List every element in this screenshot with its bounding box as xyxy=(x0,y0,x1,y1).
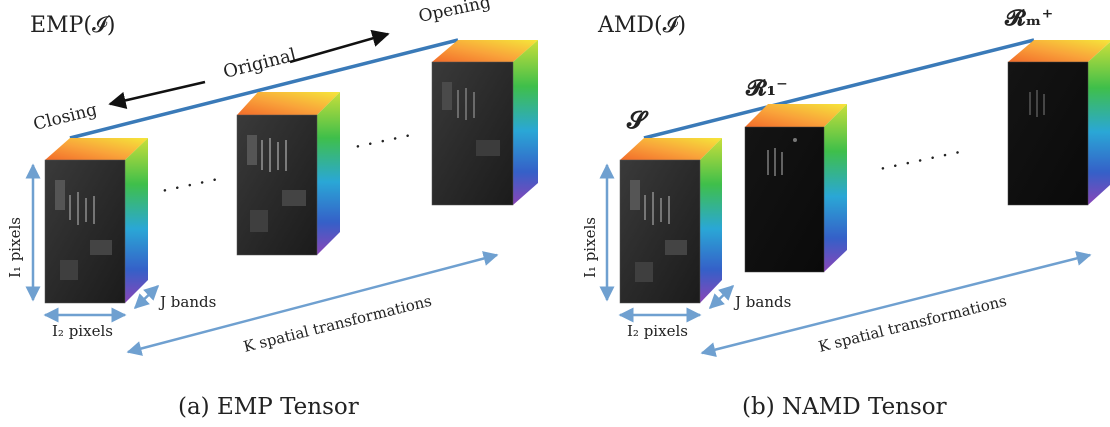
emp-caption: (a) EMP Tensor xyxy=(178,394,359,420)
panel-emp: EMP(𝓘) Opening Original Closing xyxy=(6,0,538,420)
emp-label-k: K spatial transformations xyxy=(242,292,434,356)
emp-dots-right: . . . . . xyxy=(351,118,412,153)
namd-label-i2: I₂ pixels xyxy=(627,322,688,340)
namd-label-k: K spatial transformations xyxy=(817,292,1009,356)
panel-namd: AMD(𝓘) 𝓢 𝓡₁⁻ 𝓡ₘ⁺ xyxy=(581,5,1110,420)
namd-dots: . . . . . . . xyxy=(876,134,962,175)
emp-arrow-k xyxy=(126,251,499,356)
emp-cube-original xyxy=(236,92,340,256)
namd-cube-rm xyxy=(1007,40,1110,206)
emp-opening-label: Opening xyxy=(417,0,493,27)
namd-cube-s xyxy=(619,138,722,304)
emp-closing-label: Closing xyxy=(31,100,99,135)
namd-arrow-k xyxy=(700,251,1092,357)
emp-label-i2: I₂ pixels xyxy=(52,322,113,340)
namd-arrow-j xyxy=(708,284,735,310)
emp-title: EMP(𝓘) xyxy=(30,13,115,38)
namd-label-j: J bands xyxy=(733,293,791,311)
namd-label-i1: I₁ pixels xyxy=(581,217,599,278)
emp-cube-opening xyxy=(431,40,538,206)
emp-cube-closing xyxy=(44,138,148,304)
namd-title: AMD(𝓘) xyxy=(597,13,686,38)
namd-label-r1: 𝓡₁⁻ xyxy=(745,75,788,101)
emp-arrow-opening xyxy=(289,29,390,64)
emp-axis-line xyxy=(69,38,459,140)
emp-original-label: Original xyxy=(221,44,299,82)
namd-axis-line xyxy=(643,38,1035,140)
namd-cube-r1 xyxy=(744,104,847,273)
emp-arrow-closing xyxy=(108,80,206,109)
namd-label-rm: 𝓡ₘ⁺ xyxy=(1004,5,1053,31)
emp-label-j: J bands xyxy=(158,293,216,311)
emp-label-i1: I₁ pixels xyxy=(6,217,24,278)
namd-caption: (b) NAMD Tensor xyxy=(742,394,947,420)
namd-label-s: 𝓢 xyxy=(626,105,649,134)
emp-dots-left: . . . . . xyxy=(158,162,219,197)
